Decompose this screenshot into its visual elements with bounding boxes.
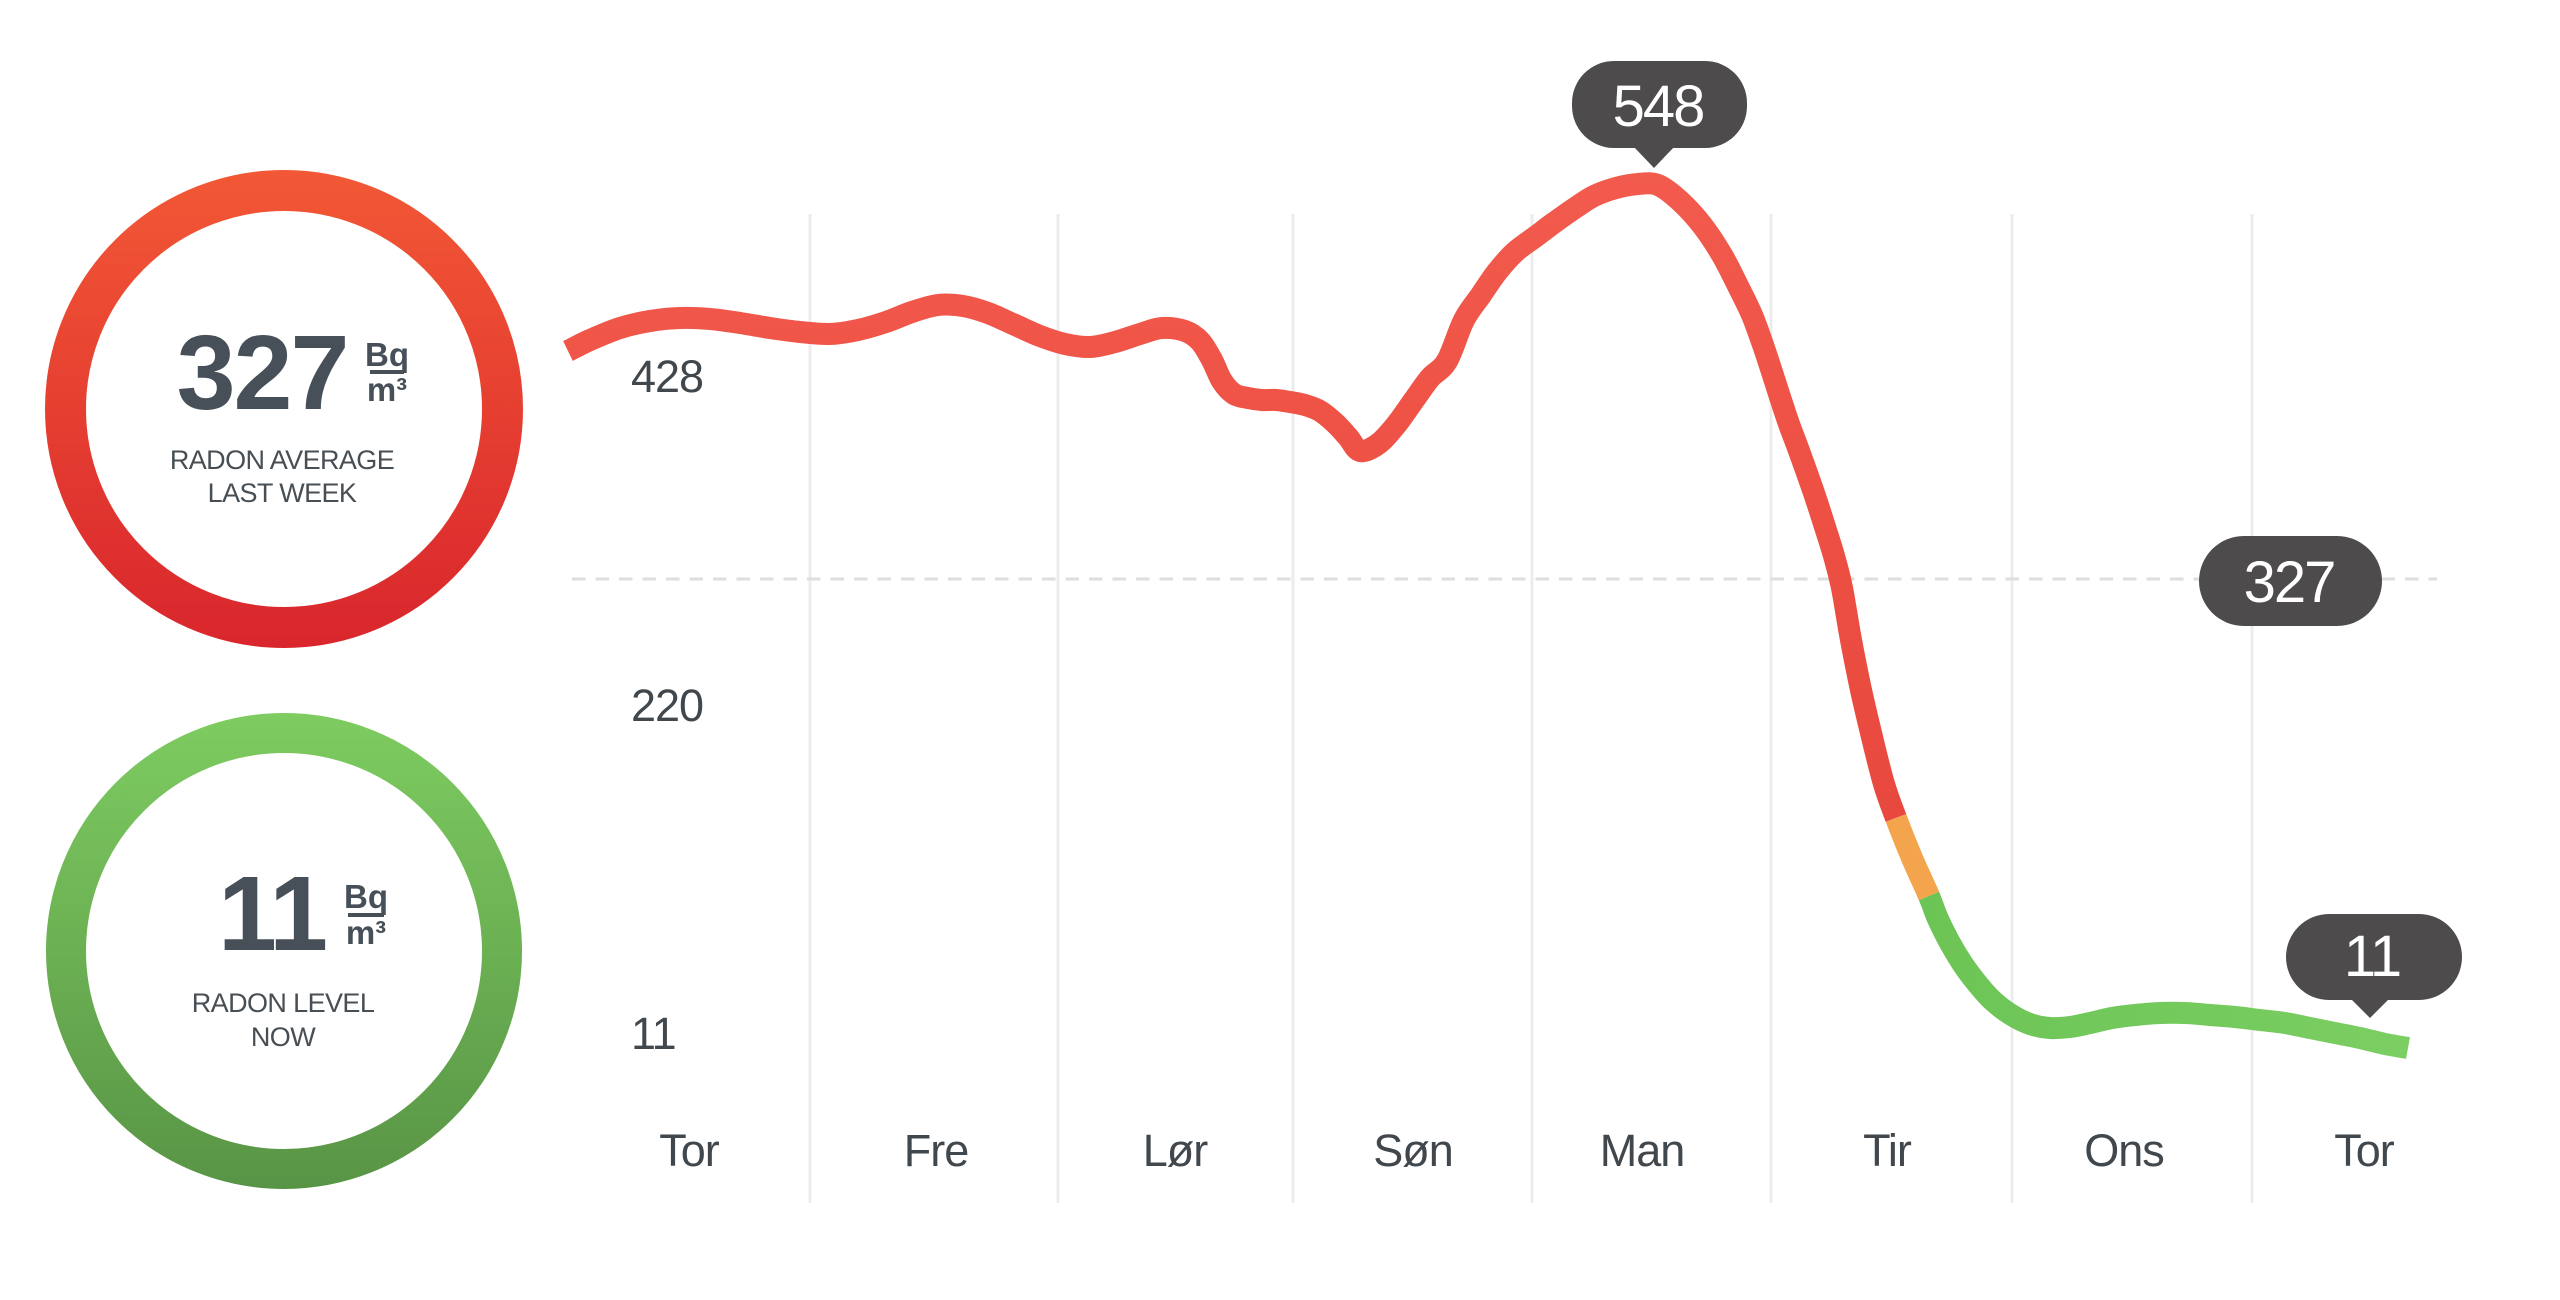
svg-text:Tor: Tor	[2334, 1125, 2395, 1176]
svg-text:Tor: Tor	[659, 1125, 720, 1176]
svg-text:220: 220	[631, 680, 703, 731]
svg-text:327: 327	[2244, 550, 2335, 615]
svg-text:327: 327	[177, 314, 348, 432]
svg-text:Bq: Bq	[344, 878, 388, 915]
svg-text:LAST WEEK: LAST WEEK	[208, 478, 357, 508]
svg-text:Lør: Lør	[1143, 1125, 1209, 1176]
svg-text:Søn: Søn	[1373, 1125, 1453, 1176]
svg-text:m³: m³	[346, 914, 386, 951]
svg-text:Ons: Ons	[2084, 1125, 2164, 1176]
svg-text:11: 11	[218, 855, 326, 973]
svg-text:RADON LEVEL: RADON LEVEL	[192, 988, 375, 1018]
svg-text:Fre: Fre	[904, 1125, 969, 1176]
svg-text:548: 548	[1613, 74, 1704, 139]
svg-text:428: 428	[631, 351, 703, 402]
svg-text:Man: Man	[1600, 1125, 1685, 1176]
svg-text:Bq: Bq	[365, 336, 409, 373]
svg-text:RADON AVERAGE: RADON AVERAGE	[170, 445, 394, 475]
svg-text:m³: m³	[367, 371, 407, 408]
svg-text:11: 11	[631, 1008, 676, 1059]
svg-text:Tir: Tir	[1863, 1125, 1912, 1176]
svg-text:11: 11	[2344, 924, 2400, 989]
svg-text:NOW: NOW	[251, 1022, 316, 1052]
